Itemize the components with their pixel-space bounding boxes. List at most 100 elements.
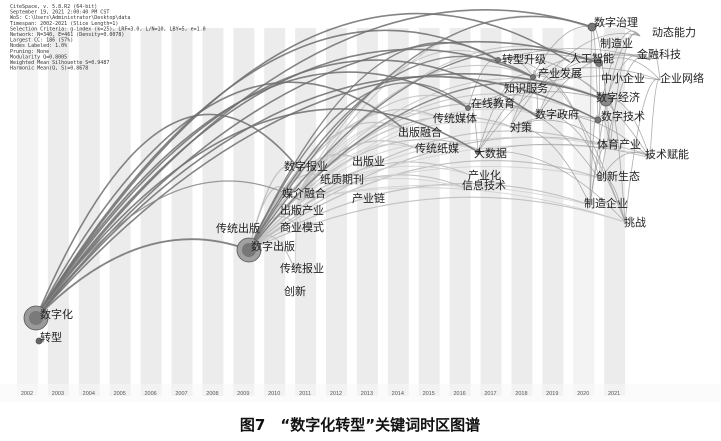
keyword-label-k29: 中小企业 [601, 71, 645, 85]
header-info-line: Weighted Mean Silhouette S=0.9487 [10, 60, 109, 66]
node-digital-economy [599, 93, 613, 107]
link-light [299, 166, 601, 201]
keyword-label-k31: 数字技术 [601, 109, 645, 123]
link-light [299, 184, 591, 206]
link-light [248, 140, 421, 251]
keyword-label-k2: 转型 [40, 330, 62, 344]
link-main [248, 41, 499, 251]
keyword-label-k34: 企业网络 [660, 71, 704, 85]
link-cluster [649, 51, 661, 81]
keyword-label-k13: 产业链 [352, 191, 385, 205]
keyword-label-k32: 动态能力 [652, 25, 696, 39]
keyword-label-k26: 人工智能 [570, 51, 614, 65]
node-upgrade [495, 57, 501, 63]
year-label: 2016 [453, 391, 465, 397]
link-cluster [467, 75, 661, 109]
link-main [35, 40, 600, 319]
link-light [248, 196, 626, 251]
header-info-line: Modularity Q=0.8005 [10, 54, 67, 60]
node-digitalization-core [29, 311, 43, 325]
node-digital-technology [594, 116, 602, 124]
year-label: 2021 [608, 391, 620, 397]
link-light [299, 108, 541, 201]
node-smart-manufacturing [595, 59, 603, 67]
links-dark [35, 9, 607, 319]
keyword-label-k33: 金融科技 [637, 47, 681, 61]
keyword-label-k39: 挑战 [624, 215, 646, 229]
year-label: 2020 [577, 391, 589, 397]
keyword-label-k4: 数字出版 [251, 239, 295, 253]
year-label: 2002 [21, 391, 33, 397]
link-cluster [532, 67, 661, 81]
year-label: 2004 [83, 391, 95, 397]
link-main [248, 48, 600, 251]
link-cluster [499, 57, 651, 159]
keyword-label-k17: 大数据 [474, 146, 507, 160]
keyword-label-k7: 出版产业 [280, 203, 324, 217]
link-main [35, 113, 301, 319]
link-main [35, 71, 469, 319]
keyword-nodes [23, 22, 613, 345]
link-cluster [532, 75, 601, 181]
keyword-label-k3: 传统出版 [216, 221, 260, 235]
link-light [299, 187, 626, 223]
link-main [35, 75, 599, 319]
keyword-label-k8: 商业模式 [280, 220, 324, 234]
link-main [248, 81, 607, 251]
link-cluster [537, 113, 626, 223]
keyword-label-k27: 数字治理 [594, 15, 638, 29]
header-info-line: Network: N=340, E=461 (Density=0.0078) [10, 32, 124, 38]
header-info-line: CiteSpace, v. 5.8.R2 (64-bit) [10, 4, 97, 10]
link-light [248, 174, 471, 251]
link-cluster [467, 103, 539, 116]
keyword-label-k18: 产业化 [468, 168, 501, 182]
link-cluster [499, 48, 651, 61]
link-cluster [599, 177, 626, 223]
keyword-label-k28: 制造业 [600, 36, 633, 50]
node-transformation [35, 337, 43, 345]
link-cluster [477, 58, 600, 153]
link-main [35, 81, 406, 319]
link-cluster [467, 102, 479, 153]
link-main [248, 55, 534, 251]
year-label: 2007 [175, 391, 187, 397]
keyword-label-k23: 知识服务 [504, 81, 548, 95]
year-label: 2017 [484, 391, 496, 397]
link-cluster [599, 55, 651, 181]
year-stripe [140, 28, 162, 396]
keyword-label-k36: 技术赋能 [645, 147, 689, 161]
header-info-line: WoS: C:\Users\Administrator\Desktop\data [10, 15, 130, 21]
year-label: 2008 [206, 391, 218, 397]
year-label: 2014 [392, 391, 404, 397]
keyword-label-k25: 数字政府 [535, 107, 579, 121]
link-cluster [477, 150, 626, 223]
year-stripe [171, 28, 193, 396]
keyword-label-k6: 创新 [284, 284, 306, 298]
year-label: 2009 [237, 391, 249, 397]
link-main [35, 48, 534, 319]
link-light [299, 143, 481, 201]
link-cluster [605, 53, 651, 101]
link-cluster [609, 32, 641, 149]
year-label: 2018 [515, 391, 527, 397]
link-cluster [477, 143, 651, 159]
keyword-label-k38: 制造企业 [584, 196, 628, 210]
node-industry-development [530, 74, 536, 80]
link-cluster [589, 115, 599, 206]
link-main [35, 12, 571, 319]
year-label: 2013 [361, 391, 373, 397]
header-info: CiteSpace, v. 5.8.R2 (64-bit)September 1… [10, 4, 206, 72]
keyword-label-k30: 数字经济 [596, 90, 640, 104]
year-stripe [449, 28, 471, 396]
link-main [35, 9, 593, 319]
figure-caption: 图7 “数字化转型”关键词时区图谱 [240, 416, 480, 434]
link-main [248, 82, 469, 251]
header-info-line: Harmonic Mean(Q, S)=0.8678 [10, 66, 88, 72]
year-stripe [47, 28, 69, 396]
keyword-label-k1: 数字化 [40, 307, 73, 321]
link-light [299, 93, 599, 191]
year-stripe [202, 28, 224, 396]
year-axis: 2002 2003 2004 2005 2006 2007 2008 2009 2010 2011… [21, 391, 620, 397]
keyword-label-k10: 数字报业 [284, 159, 328, 173]
